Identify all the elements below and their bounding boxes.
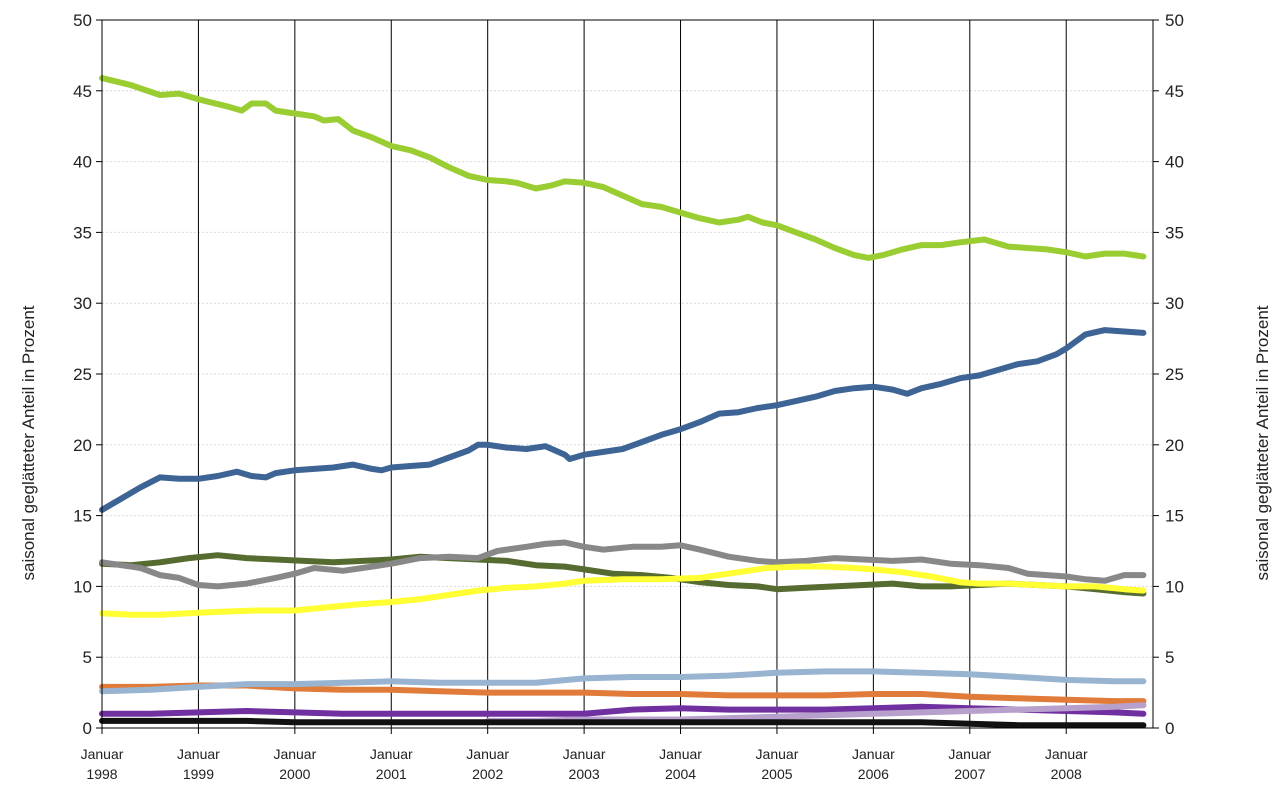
y-left-tick-label: 35 [73, 223, 92, 242]
y-left-tick-label: 15 [73, 507, 92, 526]
x-tick-label-year: 2001 [376, 766, 407, 782]
y-right-tick-label: 30 [1165, 294, 1184, 313]
series-line-6 [99, 682, 1147, 705]
y-right-tick-label: 5 [1165, 648, 1174, 667]
x-tick-label-month: Januar [370, 746, 413, 762]
x-tick-label-month: Januar [273, 746, 316, 762]
x-tick-label-year: 2002 [472, 766, 503, 782]
series-line-4 [99, 539, 1147, 590]
x-tick-label-year: 2006 [858, 766, 889, 782]
y-right-tick-label: 0 [1165, 719, 1174, 738]
y-left-tick-label: 10 [73, 577, 92, 596]
y-axis-right-title: saisonal geglätteter Anteil in Prozent [1253, 305, 1272, 580]
x-tick-label-year: 2008 [1051, 766, 1082, 782]
x-axis: Januar 1998 Januar 1999 Januar 2000 Januar 2001… [81, 728, 1088, 782]
x-tick-label-month: Januar [852, 746, 895, 762]
y-left-tick-label: 40 [73, 153, 92, 172]
x-tick-label-year: 2005 [761, 766, 792, 782]
x-tick-label-month: Januar [948, 746, 991, 762]
x-tick-label-month: Januar [1045, 746, 1088, 762]
y-left-tick-label: 30 [73, 294, 92, 313]
y-left-tick-label: 45 [73, 82, 92, 101]
series-line-7 [99, 668, 1147, 695]
y-right-tick-label: 10 [1165, 577, 1184, 596]
x-tick-label-month: Januar [563, 746, 606, 762]
y-axis-left-title: saisonal geglätteter Anteil in Prozent [19, 305, 38, 580]
series-layer [99, 75, 1147, 729]
y-left-tick-label: 0 [83, 719, 92, 738]
x-tick-label-year: 1999 [183, 766, 214, 782]
y-left-tick-label: 5 [83, 648, 92, 667]
series-line-3 [99, 552, 1147, 597]
x-tick-label-month: Januar [756, 746, 799, 762]
x-tick-label-month: Januar [659, 746, 702, 762]
series-line-2 [99, 327, 1147, 513]
y-left-tick-label: 25 [73, 365, 92, 384]
series-line-10 [99, 717, 1147, 729]
x-tick-label-year: 2004 [665, 766, 696, 782]
y-left-tick-label: 20 [73, 436, 92, 455]
x-tick-label-year: 2000 [279, 766, 310, 782]
y-right-tick-label: 50 [1165, 11, 1184, 30]
x-tick-label-month: Januar [466, 746, 509, 762]
y-right-tick-label: 15 [1165, 507, 1184, 526]
vertical-gridlines [197, 20, 1067, 728]
x-tick-label-year: 2007 [954, 766, 985, 782]
y-right-tick-label: 40 [1165, 153, 1184, 172]
series-line-1 [99, 75, 1147, 261]
x-tick-label-month: Januar [177, 746, 220, 762]
x-tick-label-month: Januar [81, 746, 124, 762]
y-left-tick-label: 50 [73, 11, 92, 30]
x-tick-label-year: 2003 [569, 766, 600, 782]
y-axis-right: 0 5 10 15 20 25 30 35 40 45 50 [1153, 11, 1184, 738]
x-tick-label-year: 1998 [86, 766, 117, 782]
y-axis-left: 0 5 10 15 20 25 30 35 40 45 50 [73, 11, 102, 738]
y-right-tick-label: 25 [1165, 365, 1184, 384]
y-right-tick-label: 20 [1165, 436, 1184, 455]
y-right-tick-label: 45 [1165, 82, 1184, 101]
series-line-5 [99, 563, 1147, 618]
y-right-tick-label: 35 [1165, 223, 1184, 242]
